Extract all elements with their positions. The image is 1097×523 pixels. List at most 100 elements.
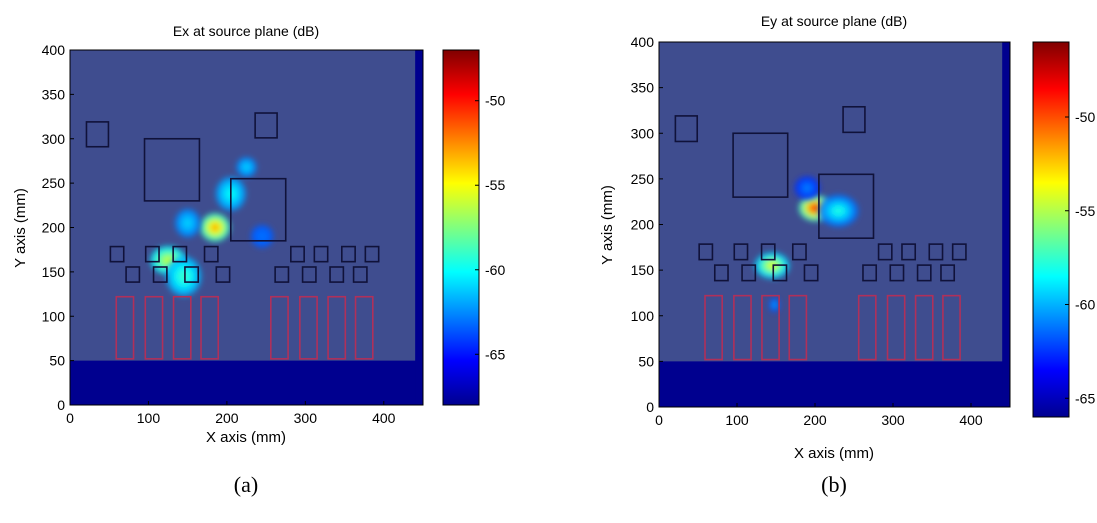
component-rect-outline bbox=[733, 294, 752, 361]
component-rect-outline bbox=[761, 294, 780, 361]
panel-a-caption: (a) bbox=[234, 472, 258, 497]
x-tick-label: 100 bbox=[137, 410, 161, 426]
via-square-outline bbox=[862, 264, 878, 282]
y-tick-label: 250 bbox=[631, 171, 655, 187]
component-rect-outline bbox=[788, 294, 808, 361]
via-square-outline bbox=[125, 266, 141, 283]
via-square-outline bbox=[877, 243, 893, 261]
y-tick-label: 200 bbox=[631, 217, 655, 233]
via-square-outline bbox=[741, 264, 757, 282]
heatmap-low-region bbox=[659, 361, 1010, 407]
component-rect-outline bbox=[327, 295, 347, 360]
component-rect-outline bbox=[200, 295, 220, 360]
y-tick-label: 100 bbox=[42, 308, 66, 324]
y-tick-label: 0 bbox=[646, 399, 654, 415]
colorbar-tick-label: -55 bbox=[485, 177, 505, 193]
board-layout-overlay bbox=[674, 105, 967, 361]
x-tick-label: 0 bbox=[655, 412, 663, 428]
via-square-outline bbox=[928, 243, 944, 261]
y-tick-label: 0 bbox=[57, 397, 65, 413]
panel-a-y-label: Y axis (mm) bbox=[12, 188, 29, 268]
small-square-outline bbox=[85, 121, 110, 148]
y-tick-label: 50 bbox=[49, 353, 65, 369]
via-square-outline bbox=[341, 245, 356, 263]
hotspot-5 bbox=[175, 208, 201, 238]
heatmap-background bbox=[70, 50, 423, 405]
x-tick-label: 400 bbox=[959, 412, 983, 428]
colorbar-tick-label: -50 bbox=[485, 93, 505, 109]
component-rect-outline bbox=[914, 294, 934, 361]
panel-b-colorbar bbox=[1032, 41, 1070, 418]
panel-b-x-label: X axis (mm) bbox=[794, 445, 874, 462]
x-tick-label: 300 bbox=[881, 412, 905, 428]
small-square-outline bbox=[254, 112, 278, 139]
component-rect-outline bbox=[299, 295, 318, 360]
panel-b-caption: (b) bbox=[821, 472, 847, 497]
colorbar-tick-label: -65 bbox=[1075, 390, 1095, 406]
via-square-outline bbox=[203, 245, 219, 263]
via-square-outline bbox=[791, 243, 807, 261]
via-square-outline bbox=[760, 243, 776, 261]
via-square-outline bbox=[274, 266, 290, 283]
y-tick-label: 300 bbox=[631, 125, 655, 141]
panel-a-x-ticks: 0 100 200 300 400 bbox=[66, 401, 396, 426]
y-tick-label: 100 bbox=[631, 308, 655, 324]
via-square-outline bbox=[698, 243, 714, 261]
component-rect-outline bbox=[115, 295, 135, 360]
panel-a-title: Ex at source plane (dB) bbox=[173, 23, 319, 39]
y-tick-label: 150 bbox=[631, 262, 655, 278]
x-tick-label: 400 bbox=[372, 410, 396, 426]
colorbar-tick-label: -60 bbox=[485, 262, 505, 278]
y-tick-label: 250 bbox=[42, 175, 66, 191]
via-square-outline bbox=[329, 266, 345, 283]
y-tick-label: 350 bbox=[42, 86, 66, 102]
hotspot-3 bbox=[769, 297, 780, 313]
x-tick-label: 0 bbox=[66, 410, 74, 426]
y-tick-label: 200 bbox=[42, 220, 66, 236]
x-tick-label: 200 bbox=[803, 412, 827, 428]
via-square-outline bbox=[772, 264, 788, 282]
large-square-outline bbox=[230, 177, 287, 242]
panel-b: Ey at source plane (dB) 0 100 200 300 400 0 5… bbox=[599, 13, 1095, 497]
heatmap-edge-region bbox=[415, 50, 423, 405]
component-rect-outline bbox=[886, 294, 906, 361]
x-tick-label: 100 bbox=[725, 412, 749, 428]
hotspot-0 bbox=[200, 213, 231, 242]
via-square-outline bbox=[733, 243, 749, 261]
x-tick-label: 200 bbox=[215, 410, 239, 426]
panel-a-colorbar-ticks: -50 -55 -60 -65 bbox=[475, 93, 505, 362]
heatmap-low-region bbox=[70, 360, 423, 405]
panel-b-plot bbox=[659, 42, 1010, 407]
via-square-outline bbox=[152, 266, 168, 283]
small-square-outline bbox=[674, 115, 699, 143]
colorbar-tick-label: -65 bbox=[485, 346, 505, 362]
y-tick-label: 300 bbox=[42, 131, 66, 147]
via-square-outline bbox=[951, 243, 967, 261]
hotspot-1 bbox=[236, 157, 257, 178]
component-rect-outline bbox=[857, 294, 877, 361]
component-rect-outline bbox=[144, 295, 164, 360]
panel-a-x-label: X axis (mm) bbox=[206, 429, 286, 446]
via-square-outline bbox=[215, 266, 231, 283]
y-tick-label: 50 bbox=[638, 353, 654, 369]
panel-b-y-label: Y axis (mm) bbox=[599, 185, 616, 265]
panel-a-plot bbox=[70, 50, 423, 405]
component-rect-outline bbox=[270, 295, 289, 360]
via-square-outline bbox=[144, 245, 160, 263]
panel-b-colorbar-ticks: -50 -55 -60 -65 bbox=[1065, 109, 1095, 406]
hotspot-2 bbox=[818, 194, 859, 227]
via-square-outline bbox=[803, 264, 819, 282]
y-tick-label: 350 bbox=[631, 80, 655, 96]
small-square-outline bbox=[842, 105, 866, 134]
colorbar-tick-label: -55 bbox=[1075, 203, 1095, 219]
via-square-outline bbox=[290, 245, 305, 263]
via-square-outline bbox=[301, 266, 317, 283]
via-square-outline bbox=[172, 245, 188, 263]
panel-a-y-ticks: 0 50 100 150 200 250 300 350 400 bbox=[42, 42, 74, 413]
component-rect-outline bbox=[354, 295, 374, 360]
component-rect-outline bbox=[172, 295, 192, 360]
heatmap-edge-region bbox=[1002, 42, 1010, 407]
y-tick-label: 400 bbox=[42, 42, 66, 58]
panel-b-x-ticks: 0 100 200 300 400 bbox=[655, 403, 983, 428]
panel-b-title: Ey at source plane (dB) bbox=[761, 13, 907, 29]
